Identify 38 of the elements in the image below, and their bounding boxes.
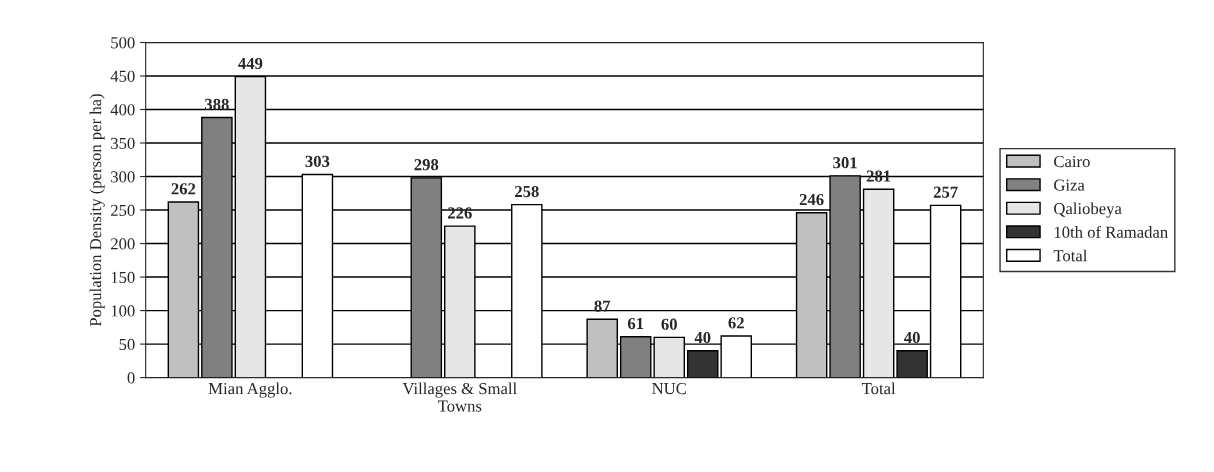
x-tick-label: Villages & Small Towns <box>402 382 517 412</box>
y-tick-label: 50 <box>119 338 135 351</box>
x-tick-label: NUC <box>652 382 686 395</box>
data-label: 40 <box>904 331 920 344</box>
y-tick-label: 500 <box>111 37 135 49</box>
data-label: 62 <box>728 317 744 329</box>
data-label: 298 <box>414 159 439 171</box>
y-tick-label: 0 <box>127 372 135 384</box>
data-label: 262 <box>171 183 196 195</box>
data-label: 388 <box>205 98 229 110</box>
data-label: 301 <box>833 157 857 169</box>
legend-label: Qaliobeya <box>1054 202 1122 218</box>
data-label: 60 <box>661 318 677 330</box>
data-label: 257 <box>933 186 958 198</box>
data-label: 303 <box>305 155 330 167</box>
x-tick-label: Total <box>861 382 896 395</box>
data-label: 246 <box>799 193 824 206</box>
bar <box>686 350 719 378</box>
data-label: 40 <box>694 331 711 344</box>
y-tick-label: 300 <box>111 171 135 183</box>
data-label: 258 <box>515 185 539 198</box>
legend-label: 10th of Ramadan <box>1054 225 1168 238</box>
data-label: 449 <box>238 57 263 70</box>
legend-label: Cairo <box>1054 155 1090 168</box>
y-tick-label: 200 <box>111 238 135 250</box>
data-label: 61 <box>627 317 644 330</box>
bar <box>896 350 928 378</box>
y-tick-label: 350 <box>111 137 135 149</box>
y-tick-label: 250 <box>111 204 135 216</box>
y-tick-label: 100 <box>111 305 135 317</box>
x-tick-label: Mian Agglo. <box>208 382 292 398</box>
y-tick-label: 400 <box>110 104 135 116</box>
legend-label: Giza <box>1054 179 1085 191</box>
legend-label: Total <box>1053 249 1088 262</box>
data-label: 87 <box>594 300 611 312</box>
y-tick-label: 150 <box>111 271 135 284</box>
y-axis-title: Population Density (person per ha) <box>89 94 105 327</box>
y-tick-label: 450 <box>110 70 135 82</box>
